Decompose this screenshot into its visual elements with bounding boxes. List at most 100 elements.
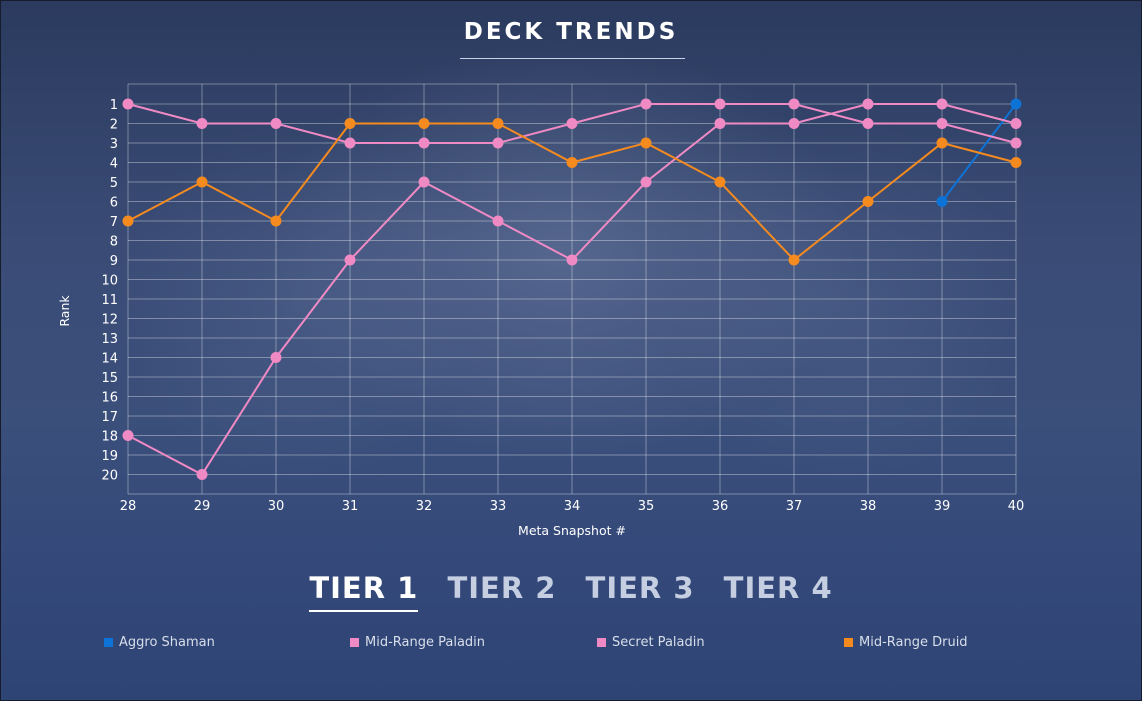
data-point-secret-paladin	[566, 254, 578, 266]
series-mid-range-paladin	[122, 98, 1022, 149]
y-tick-label: 10	[101, 274, 118, 289]
y-tick-label: 4	[110, 157, 118, 172]
data-point-mid-range-paladin	[1010, 137, 1022, 149]
legend-item-mid-range-paladin[interactable]: Mid-Range Paladin	[350, 635, 485, 650]
legend-item-mid-range-druid[interactable]: Mid-Range Druid	[844, 635, 968, 650]
data-point-mid-range-paladin	[714, 98, 726, 110]
legend-label: Aggro Shaman	[119, 635, 215, 650]
y-tick-label: 20	[101, 469, 118, 484]
data-point-mid-range-druid	[418, 118, 430, 129]
legend-item-aggro-shaman[interactable]: Aggro Shaman	[104, 635, 215, 650]
legend-label: Mid-Range Paladin	[365, 635, 486, 650]
y-tick-label: 16	[101, 391, 118, 406]
data-point-mid-range-druid	[862, 196, 874, 207]
data-point-mid-range-druid	[640, 137, 652, 149]
legend-swatch	[350, 638, 359, 647]
y-tick-label: 7	[110, 215, 118, 230]
data-point-secret-paladin	[344, 254, 356, 266]
data-point-mid-range-druid	[492, 118, 504, 129]
x-tick-label: 31	[342, 499, 359, 514]
y-tick-label: 15	[101, 371, 118, 386]
data-point-aggro-shaman	[1010, 98, 1022, 110]
data-point-aggro-shaman	[936, 196, 948, 207]
chart-grid	[127, 83, 1017, 495]
data-point-mid-range-paladin	[566, 118, 578, 129]
data-point-secret-paladin	[936, 98, 948, 110]
y-tick-label: 17	[101, 410, 118, 425]
tab-tier-4[interactable]: TIER 4	[723, 571, 833, 605]
data-point-mid-range-druid	[714, 176, 726, 188]
x-tick-label: 39	[934, 499, 951, 514]
x-tick-label: 37	[786, 499, 803, 514]
data-point-secret-paladin	[640, 176, 652, 188]
y-tick-label: 8	[110, 235, 118, 250]
chart-legend: Aggro Shaman Mid-Range Paladin Secret Pa…	[1, 635, 1141, 655]
x-tick-label: 34	[564, 499, 581, 514]
data-point-mid-range-druid	[566, 157, 578, 168]
legend-swatch	[104, 638, 113, 647]
series-mid-range-druid	[122, 118, 1022, 266]
x-tick-label: 32	[416, 499, 433, 514]
y-tick-label: 19	[101, 449, 118, 464]
legend-item-secret-paladin[interactable]: Secret Paladin	[597, 635, 705, 650]
data-point-mid-range-paladin	[196, 118, 208, 129]
series-secret-paladin	[122, 98, 1022, 480]
y-tick-label: 3	[110, 137, 118, 152]
data-point-mid-range-paladin	[936, 118, 948, 129]
y-tick-label: 11	[101, 293, 118, 308]
data-point-secret-paladin	[418, 176, 430, 188]
data-point-mid-range-paladin	[270, 118, 282, 129]
x-tick-label: 29	[194, 499, 211, 514]
y-tick-label: 1	[110, 98, 118, 113]
data-point-mid-range-paladin	[122, 98, 134, 110]
legend-swatch	[844, 638, 853, 647]
y-tick-label: 2	[110, 118, 118, 133]
y-tick-label: 6	[110, 196, 118, 211]
data-point-mid-range-druid	[344, 118, 356, 129]
data-point-secret-paladin	[270, 352, 282, 363]
data-point-mid-range-druid	[196, 176, 208, 188]
legend-label: Mid-Range Druid	[859, 635, 968, 650]
tab-tier-2[interactable]: TIER 2	[447, 571, 557, 605]
page-title: DECK TRENDS	[463, 19, 679, 45]
y-axis-label: Rank	[57, 295, 72, 327]
data-point-mid-range-druid	[1010, 157, 1022, 168]
title-underline	[460, 58, 685, 59]
x-tick-label: 40	[1008, 499, 1025, 514]
y-tick-label: 5	[110, 176, 118, 191]
y-tick-label: 13	[101, 332, 118, 347]
data-point-secret-paladin	[714, 118, 726, 129]
x-axis-label: Meta Snapshot #	[518, 523, 626, 538]
data-point-secret-paladin	[196, 469, 208, 480]
x-tick-label: 33	[490, 499, 507, 514]
data-point-mid-range-paladin	[492, 137, 504, 149]
title-container: DECK TRENDS	[1, 19, 1141, 52]
y-tick-label: 18	[101, 430, 118, 445]
tab-tier-1[interactable]: TIER 1	[309, 571, 419, 612]
y-tick-label: 12	[101, 313, 118, 328]
x-tick-label: 38	[860, 499, 877, 514]
legend-label: Secret Paladin	[612, 635, 705, 650]
x-tick-label: 28	[120, 499, 137, 514]
x-axis-ticks: 28 29 30 31 32 33 34 35 36 37 38 39 40	[120, 499, 1025, 514]
data-point-secret-paladin	[862, 98, 874, 110]
chart-series	[122, 98, 1022, 480]
x-tick-label: 36	[712, 499, 729, 514]
data-point-mid-range-paladin	[788, 98, 800, 110]
data-point-mid-range-druid	[270, 215, 282, 227]
y-tick-label: 9	[110, 254, 118, 269]
data-point-mid-range-druid	[788, 254, 800, 266]
data-point-mid-range-druid	[122, 215, 134, 227]
data-point-mid-range-paladin	[418, 137, 430, 149]
data-point-secret-paladin	[122, 430, 134, 441]
data-point-secret-paladin	[492, 215, 504, 227]
x-tick-label: 30	[268, 499, 285, 514]
data-point-mid-range-paladin	[640, 98, 652, 110]
tab-tier-3[interactable]: TIER 3	[585, 571, 695, 605]
data-point-mid-range-druid	[936, 137, 948, 149]
legend-swatch	[597, 638, 606, 647]
data-point-mid-range-paladin	[862, 118, 874, 129]
